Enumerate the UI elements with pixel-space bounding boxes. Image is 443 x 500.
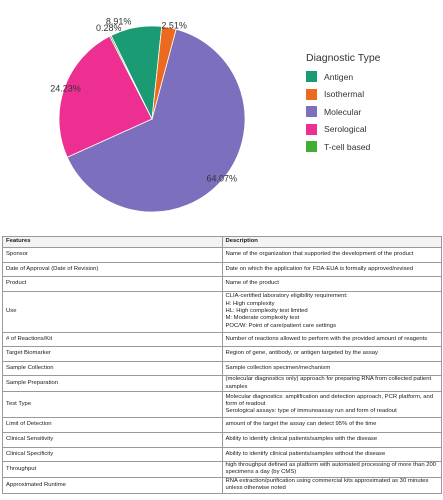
description-line: Ability to identify clinical patients/sa… [225, 436, 378, 443]
description-line: (molecular diagnostics only) approach fo… [225, 376, 432, 390]
table-header-row: Features Description [2, 236, 442, 248]
description-line: HL: High complexity test limited [225, 308, 308, 315]
table-row: Clinical Sensitivity Ability to identify … [2, 431, 442, 448]
feature-cell: Limit of Detection [2, 417, 223, 433]
feature-cell: # of Reactions/Kit [2, 331, 223, 348]
legend-swatch [306, 141, 317, 153]
feature-cell: Sample Preparation [2, 375, 223, 393]
description-line: Name of the organization that supported … [225, 251, 414, 258]
description-line: Ability to identify clinical patients/sa… [225, 450, 386, 457]
table-row: Limit of Detection amount of the target t… [2, 417, 442, 433]
legend-item-serological: Serological [306, 121, 436, 139]
pie-label-t-cell-based: 0.28% [96, 23, 122, 33]
description-cell: Name of the organization that supported … [221, 247, 442, 263]
pie-label-molecular: 64.07% [207, 173, 238, 183]
description-cell: Date on which the application for FDA-EU… [221, 261, 442, 278]
description-line: POC/W: Point of care/patient care settin… [225, 322, 337, 329]
legend-label: Molecular [324, 106, 362, 117]
pie-slice-molecular [66, 28, 246, 213]
feature-cell: Clinical Sensitivity [2, 431, 223, 448]
table-row: Use CLIA-certified laboratory eligibility… [2, 290, 442, 333]
feature-cell: Test Type [2, 391, 223, 419]
description-cell: high throughput defined as platform with… [221, 461, 442, 478]
legend-label: Serological [324, 124, 367, 135]
legend-swatch [306, 123, 317, 135]
description-line: Sample collection specimen/mechanism [225, 364, 331, 371]
description-line: amount of the target the assay can detec… [225, 421, 377, 428]
pie-slice-isothermal [151, 26, 177, 120]
description-line: M: Moderate complexity test [225, 315, 300, 322]
feature-cell: Product [2, 276, 223, 292]
description-cell: Number of reactions allowed to perform w… [221, 331, 442, 348]
description-cell: Sample collection specimen/mechanism [221, 360, 442, 377]
legend-swatch [306, 106, 317, 118]
description-line: H: High complexity [225, 300, 275, 307]
description-cell: Ability to identify clinical patients/sa… [221, 446, 442, 463]
description-line: RNA extraction/purification using commer… [225, 477, 429, 492]
legend-item-isothermal: Isothermal [306, 86, 436, 104]
description-cell: Region of gene, antibody, or antigen tar… [221, 346, 442, 362]
feature-cell: Approximated Runtime [2, 476, 223, 494]
description-cell: amount of the target the assay can detec… [221, 417, 442, 433]
header-features: Features [2, 236, 223, 248]
legend-label: Antigen [324, 71, 354, 82]
pie-label-isothermal: 2.51% [161, 21, 187, 31]
description-line: CLIA-certified laboratory eligibility re… [225, 293, 348, 300]
table-row: Sample Preparation (molecular diagnostics… [2, 375, 442, 393]
description-line: high throughput defined as platform with… [225, 462, 437, 476]
description-line: Date on which the application for FDA-EU… [225, 265, 414, 272]
description-cell: Ability to identify clinical patients/sa… [221, 431, 442, 448]
legend-swatch [306, 88, 317, 100]
legend-swatch [306, 71, 317, 83]
table-row: Sponsor Name of the organization that sup… [2, 247, 442, 263]
table-row: Product Name of the product [2, 276, 442, 292]
table-row: Clinical Specificity Ability to identify … [2, 446, 442, 463]
feature-cell: Sponsor [2, 247, 223, 263]
pie-chart-figure: 64.07% 24.23% 0.28% 8.91% 2.51% Diagnostic T… [0, 0, 443, 228]
table-row: Test Type Molecular diagnostics: amplific… [2, 391, 442, 419]
legend-item-t-cell-based: T-cell based [306, 138, 436, 156]
feature-cell: Sample Collection [2, 360, 223, 377]
description-cell: CLIA-certified laboratory eligibility re… [221, 290, 442, 333]
table-row: # of Reactions/Kit Number of reactions al… [2, 331, 442, 348]
table-row: Target Biomarker Region of gene, antibody… [2, 346, 442, 362]
description-line: Region of gene, antibody, or antigen tar… [225, 350, 379, 357]
legend-item-molecular: Molecular [306, 103, 436, 121]
legend-label: Isothermal [324, 89, 365, 100]
features-table: Features Description Sponsor Name of the … [2, 236, 442, 494]
description-line: Molecular diagnostics: amplification and… [225, 393, 434, 408]
legend-title: Diagnostic Type [306, 52, 381, 64]
feature-cell: Date of Approval (Date of Revision) [2, 261, 223, 278]
description-cell: RNA extraction/purification using commer… [221, 476, 442, 494]
table-row: Approximated Runtime RNA extraction/purif… [2, 476, 442, 494]
description-cell: Molecular diagnostics: amplification and… [221, 391, 442, 419]
description-cell: (molecular diagnostics only) approach fo… [221, 375, 442, 393]
description-line: Number of reactions allowed to perform w… [225, 335, 428, 342]
description-cell: Name of the product [221, 276, 442, 292]
pie-label-serological: 24.23% [50, 84, 81, 94]
pie-label-antigen: 8.91% [106, 16, 132, 26]
legend: Diagnostic Type Antigen Isothermal Molecul… [306, 52, 436, 156]
feature-cell: Throughput [2, 461, 223, 478]
feature-cell: Use [2, 290, 223, 333]
header-description: Description [221, 236, 442, 248]
feature-cell: Clinical Specificity [2, 446, 223, 463]
pie-slice-serological [58, 35, 153, 158]
feature-cell: Target Biomarker [2, 346, 223, 362]
legend-label: T-cell based [324, 141, 371, 152]
table-row: Throughput high throughput defined as pla… [2, 461, 442, 478]
table-row: Sample Collection Sample collection speci… [2, 360, 442, 377]
description-line: Serological assays: type of immunoassay … [225, 408, 397, 415]
description-line: Name of the product [225, 280, 279, 287]
table-row: Date of Approval (Date of Revision) Date … [2, 261, 442, 278]
legend-item-antigen: Antigen [306, 68, 436, 86]
pie-chart: 64.07% 24.23% 0.28%8.91% 2.51% [50, 16, 246, 213]
